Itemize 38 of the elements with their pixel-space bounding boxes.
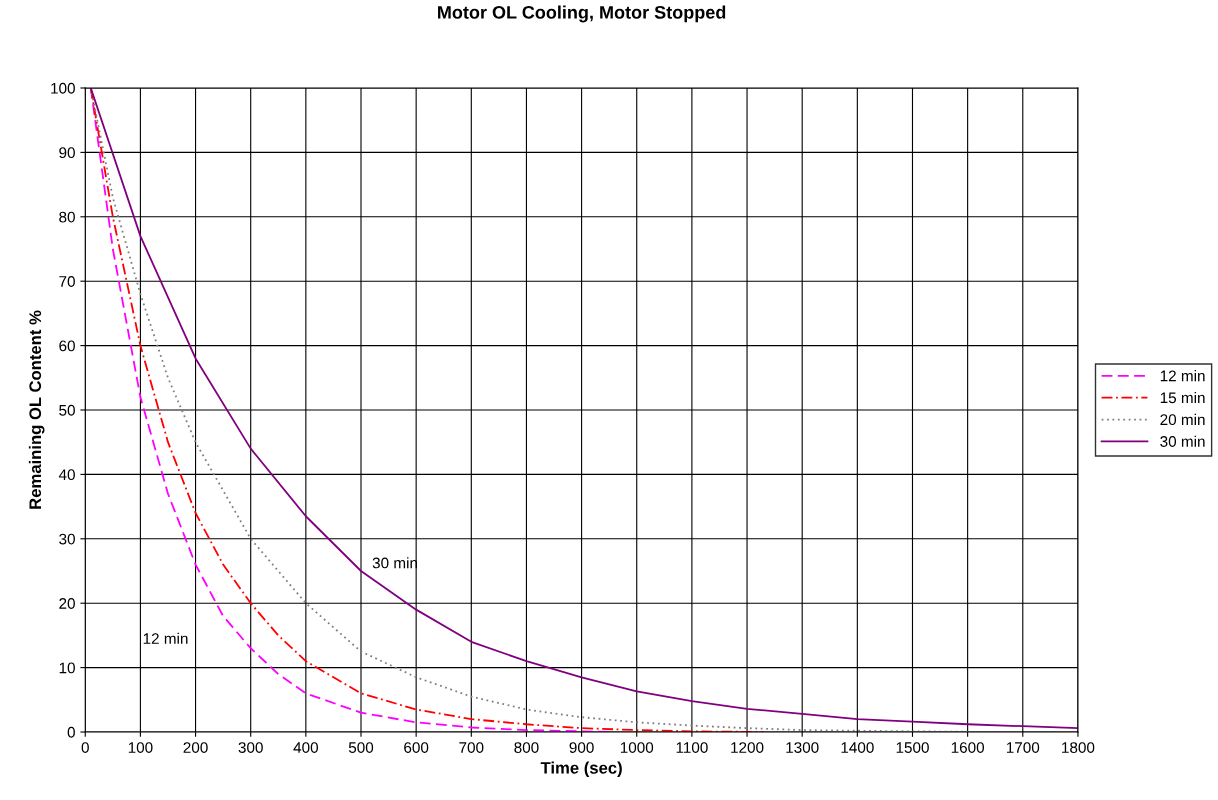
x-tick-label: 900 <box>569 742 594 753</box>
y-axis-title: Remaining OL Content % <box>28 310 45 509</box>
legend-label: 30 min <box>1160 435 1205 447</box>
x-tick-label: 200 <box>183 742 208 753</box>
y-tick-label: 100 <box>51 82 75 94</box>
x-axis-title: Time (sec) <box>540 761 622 778</box>
y-tick-label: 50 <box>59 404 75 416</box>
y-tick-label: 10 <box>59 662 75 674</box>
y-tick-label: 0 <box>67 726 75 738</box>
x-tick-label: 500 <box>348 742 374 753</box>
x-tick-label: 1100 <box>676 742 708 753</box>
x-tick-label: 400 <box>293 742 318 753</box>
annotation: 12 min <box>143 632 188 644</box>
x-tick-label: 1600 <box>951 742 985 753</box>
y-tick-label: 30 <box>59 533 75 545</box>
x-tick-label: 100 <box>128 742 153 753</box>
x-tick-label: 1200 <box>731 742 764 753</box>
x-tick-label: 1500 <box>896 742 929 753</box>
x-tick-label: 1800 <box>1062 742 1095 753</box>
x-tick-label: 600 <box>404 742 429 753</box>
chart-title: Motor OL Cooling, Motor Stopped <box>438 5 726 23</box>
y-tick-label: 40 <box>58 469 75 481</box>
x-tick-label: 1300 <box>786 742 819 753</box>
y-tick-label: 20 <box>59 598 75 609</box>
x-tick-label: 1700 <box>1006 742 1040 753</box>
x-tick-label: 800 <box>514 742 539 753</box>
y-tick-label: 60 <box>59 340 75 352</box>
legend-label: 20 min <box>1160 413 1205 426</box>
x-tick-label: 300 <box>238 742 263 753</box>
legend-label: 12 min <box>1160 370 1205 382</box>
y-tick-label: 90 <box>59 147 75 159</box>
x-tick-label: 700 <box>459 742 484 753</box>
y-tick-label: 80 <box>59 211 75 223</box>
y-tick-label: 70 <box>59 276 75 287</box>
x-tick-label: 0 <box>81 742 89 753</box>
x-tick-label: 1000 <box>620 742 654 753</box>
legend-label: 15 min <box>1160 391 1205 404</box>
x-tick-label: 1400 <box>841 742 874 753</box>
